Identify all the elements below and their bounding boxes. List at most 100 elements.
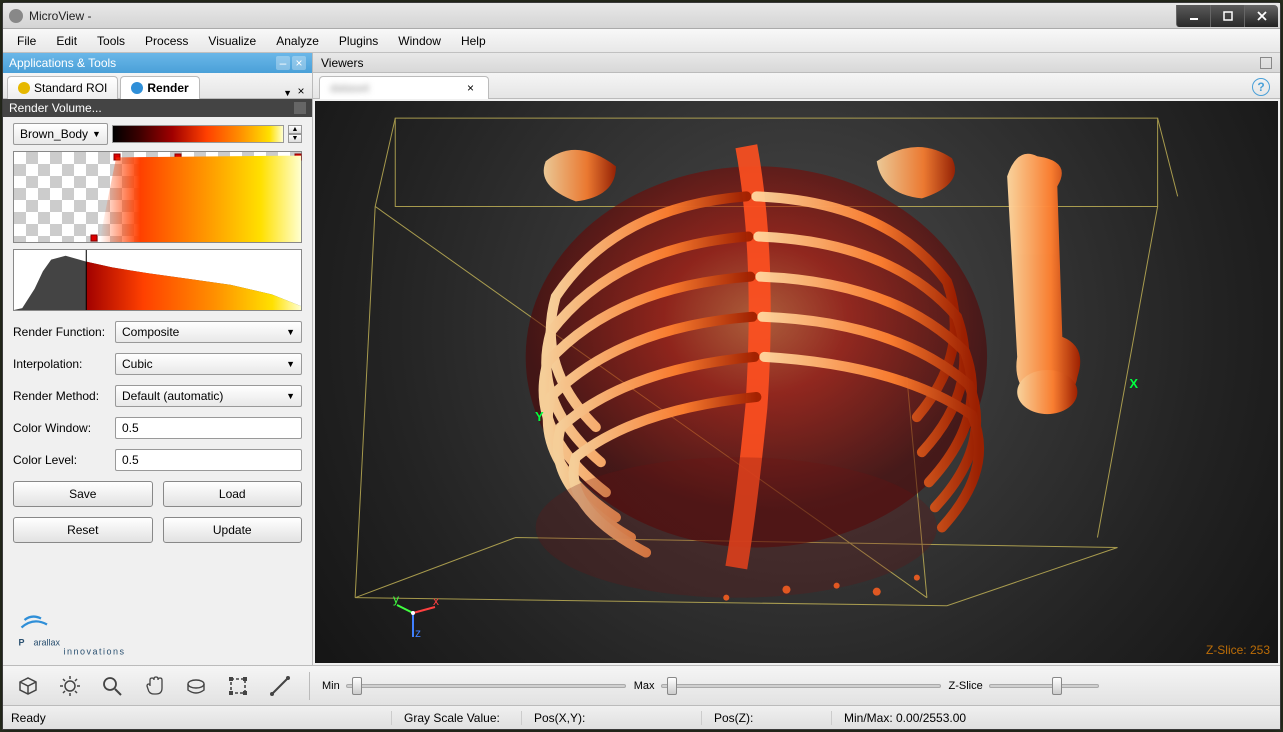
menu-file[interactable]: File xyxy=(7,31,46,51)
tool-cube-icon[interactable] xyxy=(11,670,45,702)
row-render-function: Render Function: Composite ▼ xyxy=(13,321,302,343)
opacity-handle[interactable] xyxy=(295,153,302,160)
colormap-value: Brown_Body xyxy=(20,127,88,141)
menu-process[interactable]: Process xyxy=(135,31,198,51)
axis-y-label: Y xyxy=(535,409,544,424)
tool-light-icon[interactable] xyxy=(53,670,87,702)
color-window-input[interactable] xyxy=(115,417,302,439)
zslice-slider[interactable] xyxy=(989,676,1099,696)
tool-crop-icon[interactable] xyxy=(221,670,255,702)
tool-pan-icon[interactable] xyxy=(137,670,171,702)
left-panel: Applications & Tools – × Standard ROI Re… xyxy=(3,53,313,665)
interpolation-select[interactable]: Cubic ▼ xyxy=(115,353,302,375)
render-method-select[interactable]: Default (automatic) ▼ xyxy=(115,385,302,407)
zslice-slider-group: Z-Slice xyxy=(949,676,1099,696)
help-icon[interactable]: ? xyxy=(1252,78,1270,96)
render-function-select[interactable]: Composite ▼ xyxy=(115,321,302,343)
left-panel-header: Applications & Tools – × xyxy=(3,53,312,73)
minimize-button[interactable] xyxy=(1176,5,1210,27)
svg-text:x: x xyxy=(433,594,439,608)
opacity-handle[interactable] xyxy=(114,154,121,161)
status-posz: Pos(Z): xyxy=(701,711,831,725)
viewer-tab[interactable]: dataset × xyxy=(319,76,489,99)
label: Color Window: xyxy=(13,421,109,435)
save-button[interactable]: Save xyxy=(13,481,153,507)
app-icon xyxy=(9,9,23,23)
row-color-window: Color Window: xyxy=(13,417,302,439)
axis-gizmo[interactable]: x y z xyxy=(393,593,441,641)
colormap-select[interactable]: Brown_Body ▼ xyxy=(13,123,108,145)
right-panel: Viewers dataset × ? xyxy=(313,53,1280,665)
tab-standard-roi[interactable]: Standard ROI xyxy=(7,76,118,99)
chevron-down-icon: ▼ xyxy=(92,129,101,139)
maximize-button[interactable] xyxy=(1210,5,1244,27)
max-slider[interactable] xyxy=(661,676,941,696)
reset-button[interactable]: Reset xyxy=(13,517,153,543)
panel-close-icon[interactable]: × xyxy=(292,56,306,70)
colormap-spinner: ▲ ▼ xyxy=(288,125,302,143)
panel-collapse-icon[interactable]: – xyxy=(276,56,290,70)
opacity-transfer-editor[interactable] xyxy=(13,151,302,243)
tab-render[interactable]: Render xyxy=(120,76,199,99)
menu-help[interactable]: Help xyxy=(451,31,496,51)
viewer-tab-label: dataset xyxy=(330,81,459,95)
update-button[interactable]: Update xyxy=(163,517,303,543)
max-slider-group: Max xyxy=(634,676,941,696)
svg-text:innovations: innovations xyxy=(64,647,126,657)
color-level-input[interactable] xyxy=(115,449,302,471)
menu-edit[interactable]: Edit xyxy=(46,31,87,51)
separator xyxy=(309,672,310,700)
tab-label: Render xyxy=(147,81,188,95)
tab-close-icon[interactable]: × xyxy=(467,81,474,95)
spin-up-icon[interactable]: ▲ xyxy=(288,125,302,134)
status-gsv: Gray Scale Value: xyxy=(391,711,521,725)
viewers-header: Viewers xyxy=(313,53,1280,73)
menu-window[interactable]: Window xyxy=(388,31,451,51)
roi-icon xyxy=(18,82,30,94)
maximize-viewer-icon[interactable] xyxy=(1260,57,1272,69)
status-posxy: Pos(X,Y): xyxy=(521,711,701,725)
tab-close-icon[interactable]: × xyxy=(294,84,308,98)
spin-down-icon[interactable]: ▼ xyxy=(288,134,302,143)
svg-text:P: P xyxy=(19,638,25,648)
chevron-down-icon: ▼ xyxy=(286,327,295,337)
tool-slice-icon[interactable] xyxy=(179,670,213,702)
z-slice-label: Z-Slice: 253 xyxy=(1206,643,1270,657)
bottom-toolbar: Min Max Z-Slice xyxy=(3,665,1280,705)
max-label: Max xyxy=(634,680,655,692)
min-slider-group: Min xyxy=(322,676,626,696)
window-title: MicroView - xyxy=(29,9,1176,23)
window-controls xyxy=(1176,5,1278,27)
histogram[interactable] xyxy=(13,249,302,311)
svg-text:y: y xyxy=(393,593,399,606)
opacity-handle[interactable] xyxy=(91,234,98,241)
tab-dropdown-icon[interactable]: ▼ xyxy=(281,88,294,98)
colormap-gradient[interactable] xyxy=(112,125,284,143)
min-slider[interactable] xyxy=(346,676,626,696)
row-interpolation: Interpolation: Cubic ▼ xyxy=(13,353,302,375)
colormap-row: Brown_Body ▼ ▲ ▼ xyxy=(13,123,302,145)
render-subheader: Render Volume... xyxy=(3,99,312,117)
chevron-down-icon: ▼ xyxy=(286,359,295,369)
tool-measure-icon[interactable] xyxy=(263,670,297,702)
logo-text: arallax xyxy=(34,638,61,648)
menu-plugins[interactable]: Plugins xyxy=(329,31,388,51)
value: Cubic xyxy=(122,357,153,371)
3d-viewport[interactable]: Y X Z-Slice: 253 x y z xyxy=(315,101,1278,663)
menubar: File Edit Tools Process Visualize Analyz… xyxy=(3,29,1280,53)
value: Composite xyxy=(122,325,179,339)
load-button[interactable]: Load xyxy=(163,481,303,507)
opacity-handle[interactable] xyxy=(174,153,181,160)
main-area: Applications & Tools – × Standard ROI Re… xyxy=(3,53,1280,665)
label: Color Level: xyxy=(13,453,109,467)
label: Render Function: xyxy=(13,325,109,339)
menu-tools[interactable]: Tools xyxy=(87,31,135,51)
status-minmax: Min/Max: 0.00/2553.00 xyxy=(831,711,978,725)
close-button[interactable] xyxy=(1244,5,1278,27)
scroll-up-icon[interactable] xyxy=(294,102,306,114)
menu-analyze[interactable]: Analyze xyxy=(266,31,329,51)
app-window: MicroView - File Edit Tools Process Visu… xyxy=(2,2,1281,730)
render-panel: Brown_Body ▼ ▲ ▼ xyxy=(3,117,312,549)
tool-zoom-icon[interactable] xyxy=(95,670,129,702)
menu-visualize[interactable]: Visualize xyxy=(198,31,266,51)
